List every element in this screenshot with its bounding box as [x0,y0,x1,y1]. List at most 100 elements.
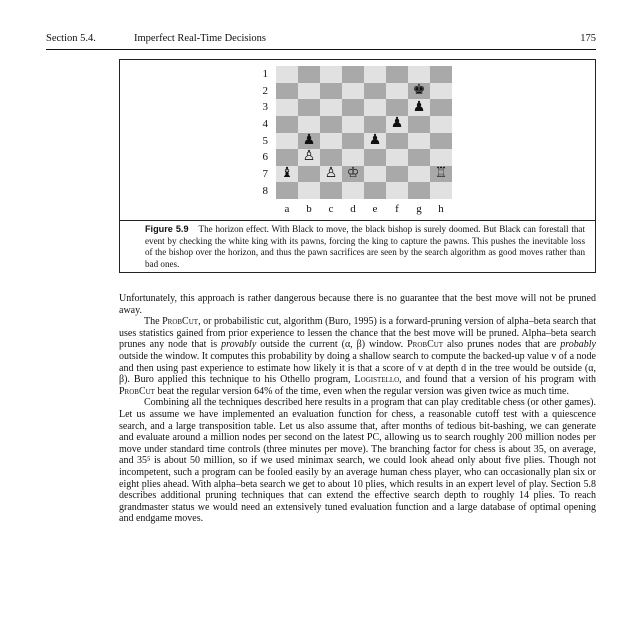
board-square [342,99,364,116]
board-square [276,149,298,166]
board-square [298,66,320,83]
header-rule [46,49,596,50]
probcut-term: ProbCut [119,385,155,397]
board-square [364,165,386,183]
paragraph-2: The ProbCut, or probabilistic cut, algor… [119,316,596,397]
column-label: g [416,203,422,215]
board-square [320,149,342,166]
board-square: ♟ [364,132,386,150]
board-square: ♙ [320,165,342,183]
board-square [430,132,452,150]
board-square [408,149,430,166]
board-square [298,182,320,199]
board-square [430,99,452,116]
board-square [430,82,452,100]
chess-piece: ♙ [302,149,316,165]
board-square [320,99,342,116]
chess-piece: ♚ [412,82,426,98]
text-run: beat the regular version 64% of the time… [154,385,569,397]
board-square [342,132,364,150]
board-square: ♔ [342,165,364,183]
chess-piece: ♟ [368,132,382,148]
board-square [276,82,298,100]
board-square [298,115,320,133]
column-label: f [395,203,399,215]
board-square [386,149,408,166]
board-square [386,182,408,199]
board-square [386,132,408,150]
board-square [342,66,364,83]
chess-board: ♚ ♟ ♟ ♟ ♟ ♙ ♝ ♙ ♔ ♖ [276,66,452,199]
paragraph-3: Combining all the techniques described h… [119,397,596,525]
probcut-term: ProbCut [407,339,444,351]
text-run: , or probabilistic cut, algorithm (Buro,… [119,316,597,351]
board-square: ♝ [276,165,298,183]
column-label: a [284,203,290,215]
logistello-term: Logistello [354,374,400,386]
board-square [408,165,430,183]
board-square [276,132,298,150]
row-label: 2 [262,84,269,97]
paragraph-1: Unfortunately, this approach is rather d… [119,293,596,316]
figure-caption: Figure 5.9 The horizon effect. With Black… [145,224,585,270]
chess-piece: ♟ [390,116,404,132]
board-square: ♟ [298,132,320,150]
chess-piece: ♟ [412,99,426,115]
board-square [386,66,408,83]
caption-label: Figure 5.9 [145,224,189,234]
text-run: , and found that a version of his progra… [399,374,596,386]
column-label: h [438,203,444,215]
board-square [430,66,452,83]
board-square [430,115,452,133]
chess-piece: ♔ [346,166,360,182]
body-text: Unfortunately, this approach is rather d… [119,293,596,525]
board-row-labels: 1 2 3 4 5 6 7 8 [258,66,269,200]
row-label: 5 [262,134,269,147]
emphasis-provably: provably [221,339,257,351]
emphasis-probably: probably [560,339,596,351]
board-square: ♟ [386,115,408,133]
text-run: also prunes nodes that are [443,339,561,351]
board-square [342,82,364,100]
section-number: Section 5.4. [46,33,96,44]
row-label: 8 [262,184,269,197]
board-square [342,115,364,133]
board-square: ♖ [430,165,452,183]
page-header: Section 5.4. Imperfect Real-Time Decisio… [46,33,596,47]
board-square [364,99,386,116]
caption-text: The horizon effect. With Black to move, … [145,224,585,269]
board-square [430,182,452,199]
board-square [298,165,320,183]
board-column-labels: a b c d e f g h [276,203,452,215]
board-square [408,115,430,133]
section-title: Imperfect Real-Time Decisions [134,33,266,44]
column-label: d [350,203,356,215]
text-run: outside the window. It computes this pro… [119,350,596,386]
figure-box [119,59,596,273]
board-square [276,99,298,116]
board-square [430,149,452,166]
board-square [364,82,386,100]
column-label: c [328,203,334,215]
board-square [342,182,364,199]
board-square: ♚ [408,82,430,100]
board-square [386,99,408,116]
chess-piece: ♖ [434,166,448,182]
board-square [408,182,430,199]
row-label: 3 [262,101,269,114]
board-square [298,99,320,116]
board-square [320,115,342,133]
board-square: ♙ [298,149,320,166]
board-square [408,132,430,150]
board-square [364,149,386,166]
board-square [298,82,320,100]
board-square [364,66,386,83]
board-square [364,115,386,133]
text-run: The [144,316,163,328]
row-label: 1 [262,68,269,80]
column-label: b [306,203,312,215]
row-label: 6 [262,151,269,164]
board-square [386,82,408,100]
probcut-term: ProbCut [162,316,199,328]
row-label: 7 [262,168,269,181]
